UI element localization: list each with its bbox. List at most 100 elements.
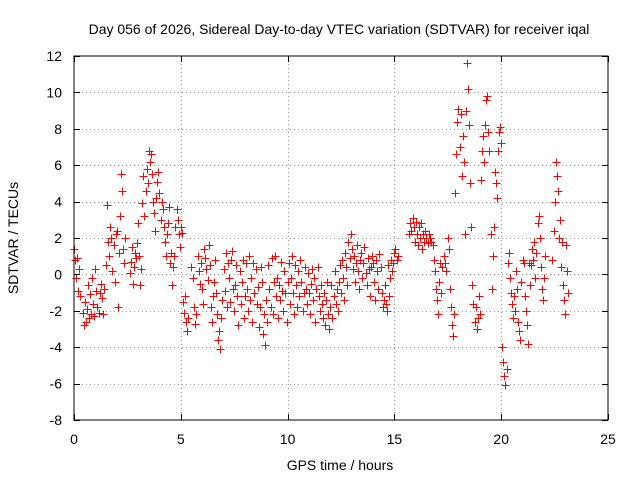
- y-tick-label: 10: [46, 84, 62, 100]
- y-axis-label: SDTVAR / TECUs: [5, 182, 21, 294]
- data-point: [458, 172, 467, 181]
- data-point: [96, 289, 105, 298]
- data-point: [158, 198, 167, 207]
- data-point: [449, 332, 458, 341]
- data-point: [130, 263, 139, 272]
- data-point: [296, 256, 305, 265]
- data-point: [480, 158, 489, 167]
- data-point: [229, 285, 238, 294]
- data-point: [295, 292, 304, 301]
- data-point: [244, 307, 253, 316]
- data-point: [548, 256, 557, 265]
- data-point: [214, 336, 223, 345]
- data-point: [460, 158, 469, 167]
- data-point: [429, 241, 438, 250]
- data-point: [129, 280, 138, 289]
- data-point: [488, 285, 497, 294]
- data-point: [336, 261, 345, 270]
- data-point: [83, 305, 92, 314]
- data-point: [494, 147, 503, 156]
- data-point: [450, 310, 459, 319]
- data-point: [312, 285, 321, 294]
- data-point: [294, 267, 303, 276]
- data-point: [248, 318, 257, 327]
- data-point: [375, 250, 384, 259]
- data-point: [468, 281, 477, 290]
- data-point: [220, 265, 229, 274]
- data-point: [451, 189, 460, 198]
- data-point: [180, 309, 189, 318]
- data-point: [498, 343, 507, 352]
- data-point: [496, 123, 505, 132]
- data-point: [196, 280, 205, 289]
- data-point: [528, 245, 537, 254]
- data-point: [212, 289, 221, 298]
- data-point: [205, 241, 214, 250]
- data-point: [144, 179, 153, 188]
- data-point: [551, 198, 560, 207]
- data-point: [338, 256, 347, 265]
- data-point: [207, 303, 216, 312]
- x-tick-label: 15: [387, 431, 403, 447]
- data-point: [479, 132, 488, 141]
- data-point: [357, 249, 366, 258]
- data-point: [170, 252, 179, 261]
- data-point: [333, 285, 342, 294]
- x-tick-label: 10: [280, 431, 296, 447]
- data-point: [332, 300, 341, 309]
- data-point: [466, 179, 475, 188]
- data-point: [412, 218, 421, 227]
- data-point: [227, 256, 236, 265]
- data-point: [514, 318, 523, 327]
- data-point: [297, 278, 306, 287]
- data-point: [246, 296, 255, 305]
- data-point: [377, 263, 386, 272]
- data-point: [380, 296, 389, 305]
- data-point: [192, 310, 201, 319]
- data-point: [184, 314, 193, 323]
- data-point: [92, 287, 101, 296]
- data-point: [98, 294, 107, 303]
- data-point: [385, 292, 394, 301]
- data-point: [360, 243, 369, 252]
- data-point: [506, 274, 515, 283]
- data-point: [279, 307, 288, 316]
- data-point: [126, 269, 135, 278]
- data-point: [245, 252, 254, 261]
- data-point: [115, 249, 124, 258]
- data-point: [283, 318, 292, 327]
- x-tick-label: 20: [493, 431, 509, 447]
- data-point: [277, 258, 286, 267]
- data-point: [319, 314, 328, 323]
- data-point: [75, 265, 84, 274]
- data-point: [288, 252, 297, 261]
- data-point: [128, 243, 137, 252]
- data-point: [370, 278, 379, 287]
- data-point: [341, 249, 350, 258]
- data-point: [560, 296, 569, 305]
- data-point: [272, 292, 281, 301]
- data-point: [197, 259, 206, 268]
- data-point: [162, 252, 171, 261]
- data-point: [538, 285, 547, 294]
- data-point: [190, 303, 199, 312]
- data-point: [317, 281, 326, 290]
- data-point: [84, 281, 93, 290]
- data-point: [148, 170, 157, 179]
- data-point: [359, 259, 368, 268]
- data-point: [199, 300, 208, 309]
- data-point: [347, 230, 356, 239]
- data-point: [562, 241, 571, 250]
- data-point: [563, 267, 572, 276]
- data-point: [516, 336, 525, 345]
- data-point: [117, 170, 126, 179]
- data-point: [314, 263, 323, 272]
- data-point: [473, 325, 482, 334]
- data-point: [303, 300, 312, 309]
- data-point: [505, 249, 514, 258]
- data-point: [291, 261, 300, 270]
- data-point: [182, 318, 191, 327]
- data-point: [181, 292, 190, 301]
- data-point: [426, 234, 435, 243]
